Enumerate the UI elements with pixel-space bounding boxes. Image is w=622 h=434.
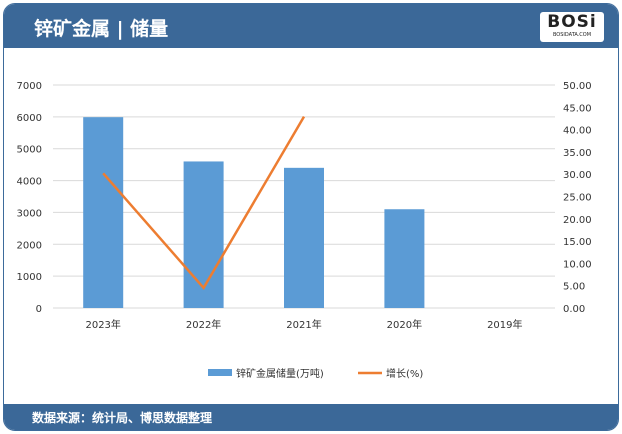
y-right-tick: 10.00 [563,259,592,270]
y-left-tick: 1000 [17,272,42,283]
y-left-tick: 4000 [17,177,42,188]
y-left-tick: 7000 [17,81,42,92]
y-right-tick: 20.00 [563,215,592,226]
y-left-tick: 3000 [17,208,42,219]
y-right-tick: 40.00 [563,126,592,137]
x-tick: 2023年 [85,318,120,331]
bar [83,117,124,308]
growth-line [102,116,306,291]
y-left-tick: 6000 [17,113,42,124]
y-left-tick: 5000 [17,145,42,156]
y-right-tick: 0.00 [563,304,585,315]
legend-line-label: 增长(%) [386,367,423,380]
header: 锌矿金属 | 储量 BOSi BOSIDATA.COM [4,4,618,48]
y-left-tick: 0 [36,304,42,315]
footer: 数据来源：统计局、博思数据整理 [4,404,618,430]
y-right-tick: 15.00 [563,237,592,248]
x-tick: 2021年 [286,318,321,331]
legend-bar-label: 锌矿金属储量(万吨) [236,367,324,380]
legend-bar-swatch [208,369,232,376]
x-tick: 2022年 [186,318,221,331]
y-right-tick: 35.00 [563,148,592,159]
bar [384,209,425,308]
y-left-tick: 2000 [17,240,42,251]
bar [183,161,224,308]
y-right-tick: 30.00 [563,170,592,181]
y-right-tick: 5.00 [563,282,585,293]
data-source: 数据来源：统计局、博思数据整理 [32,411,213,425]
x-tick: 2019年 [487,318,522,331]
page-title: 锌矿金属 | 储量 [34,18,169,40]
y-right-tick: 50.00 [563,81,592,92]
x-tick: 2020年 [387,318,422,331]
bar [284,167,324,308]
y-right-tick: 45.00 [563,103,592,114]
y-right-tick: 25.00 [563,193,592,204]
bosi-logo: BOSi BOSIDATA.COM [540,12,604,42]
